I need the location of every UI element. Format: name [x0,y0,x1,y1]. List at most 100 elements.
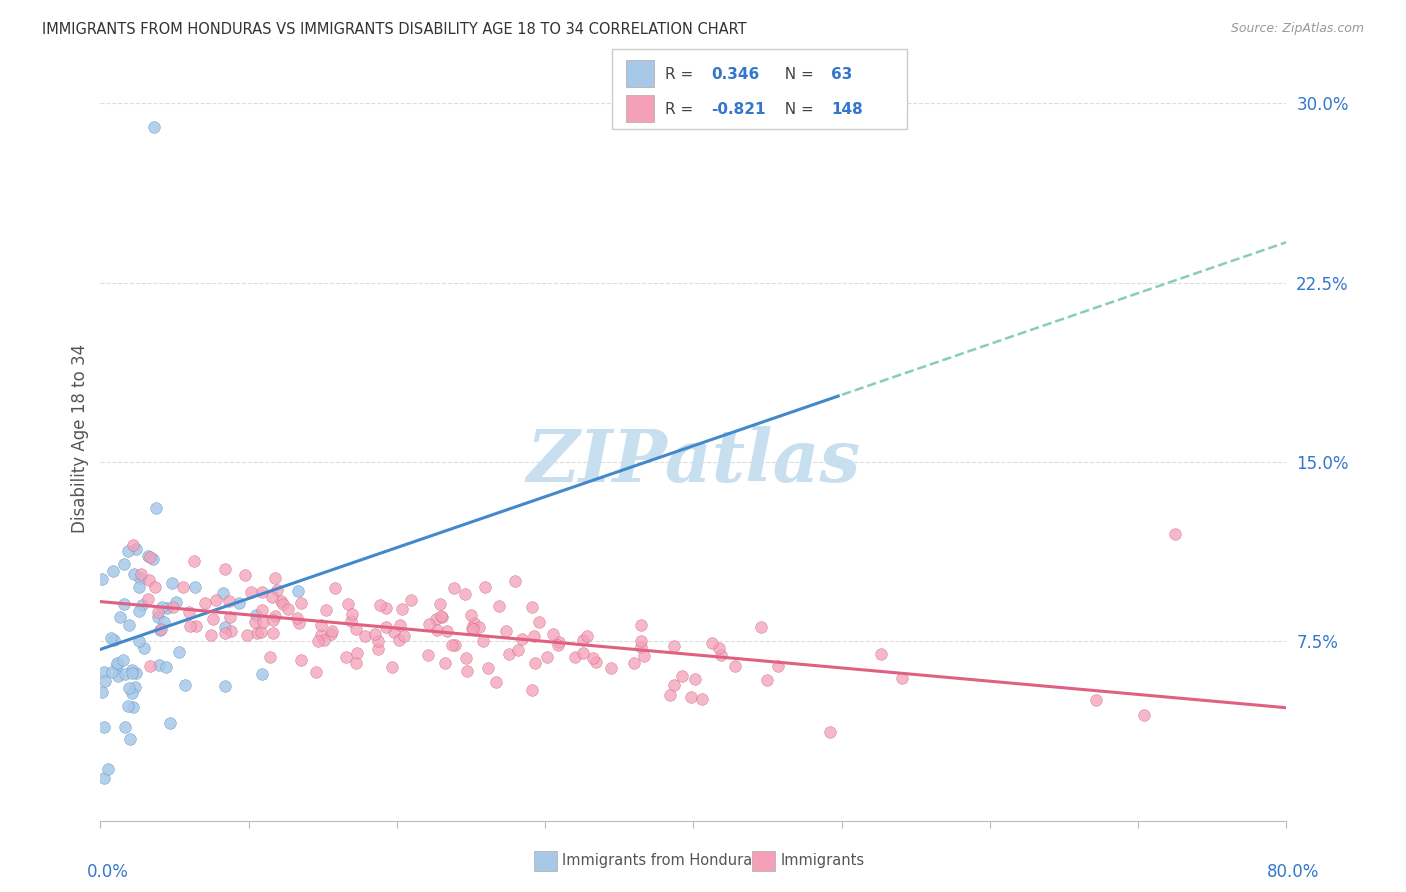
Point [122,700,145,714]
Point [262,613,284,627]
Point [344,623,367,637]
Point [662,640,685,654]
Point [749,620,772,634]
Text: 0.346: 0.346 [711,67,759,82]
Point [139,549,162,564]
Point [264,608,287,623]
Point [323,581,346,595]
Point [510,632,533,646]
Point [218,610,240,624]
Point [149,624,172,638]
Point [121,663,143,677]
Point [117,544,139,558]
Point [121,686,143,700]
Point [585,655,607,669]
Point [430,609,453,624]
Point [305,665,328,679]
Point [125,542,148,557]
Point [363,627,385,641]
Point [100,631,122,645]
Point [118,681,141,695]
Point [564,650,586,665]
Point [600,661,623,675]
Point [233,568,256,582]
Point [270,594,292,608]
Point [724,659,747,673]
Point [117,698,139,713]
Point [818,724,841,739]
Point [520,599,543,614]
Point [129,567,152,582]
Point [266,582,288,597]
Point [529,615,551,630]
Point [259,650,281,665]
Text: R =: R = [665,67,699,82]
Point [354,628,377,642]
Point [623,656,645,670]
Point [321,624,343,638]
Text: IMMIGRANTS FROM HONDURAS VS IMMIGRANTS DISABILITY AGE 18 TO 34 CORRELATION CHART: IMMIGRANTS FROM HONDURAS VS IMMIGRANTS D… [42,22,747,37]
Point [367,641,389,656]
Point [214,626,236,640]
Text: -0.821: -0.821 [711,102,766,117]
Point [477,660,499,674]
Point [399,592,422,607]
Point [239,585,262,599]
Point [503,574,526,588]
Point [186,619,208,633]
Point [474,580,496,594]
Point [150,599,173,614]
Point [212,586,235,600]
Point [572,633,595,648]
Point [374,601,396,615]
Point [335,650,357,665]
Point [468,620,491,634]
Point [243,615,266,629]
Point [498,648,520,662]
Point [177,605,200,619]
Point [319,627,342,641]
Point [214,562,236,576]
Text: ZIPatlas: ZIPatlas [526,425,860,497]
Point [461,621,484,635]
Point [167,645,190,659]
Point [159,716,181,731]
Point [250,667,273,681]
Point [143,580,166,594]
Point [204,593,226,607]
Point [103,633,125,648]
Point [93,720,115,734]
Point [315,603,337,617]
Point [581,651,603,665]
Point [219,624,242,639]
Point [262,625,284,640]
Point [630,634,652,648]
Point [214,620,236,634]
Point [201,612,224,626]
Point [679,690,702,704]
Point [111,653,134,667]
Point [236,628,259,642]
Point [112,558,135,572]
Point [118,617,141,632]
Point [630,617,652,632]
Point [252,615,274,629]
Point [444,638,467,652]
Point [200,627,222,641]
Text: 148: 148 [831,102,863,117]
Point [375,620,398,634]
Point [572,646,595,660]
Point [288,615,311,630]
Point [183,554,205,568]
Point [128,604,150,618]
Point [756,673,779,687]
Point [547,639,569,653]
Point [520,683,543,698]
Point [368,599,391,613]
Point [277,602,299,616]
Point [138,574,160,588]
Point [128,580,150,594]
Point [436,624,458,638]
Point [250,603,273,617]
Point [453,587,475,601]
